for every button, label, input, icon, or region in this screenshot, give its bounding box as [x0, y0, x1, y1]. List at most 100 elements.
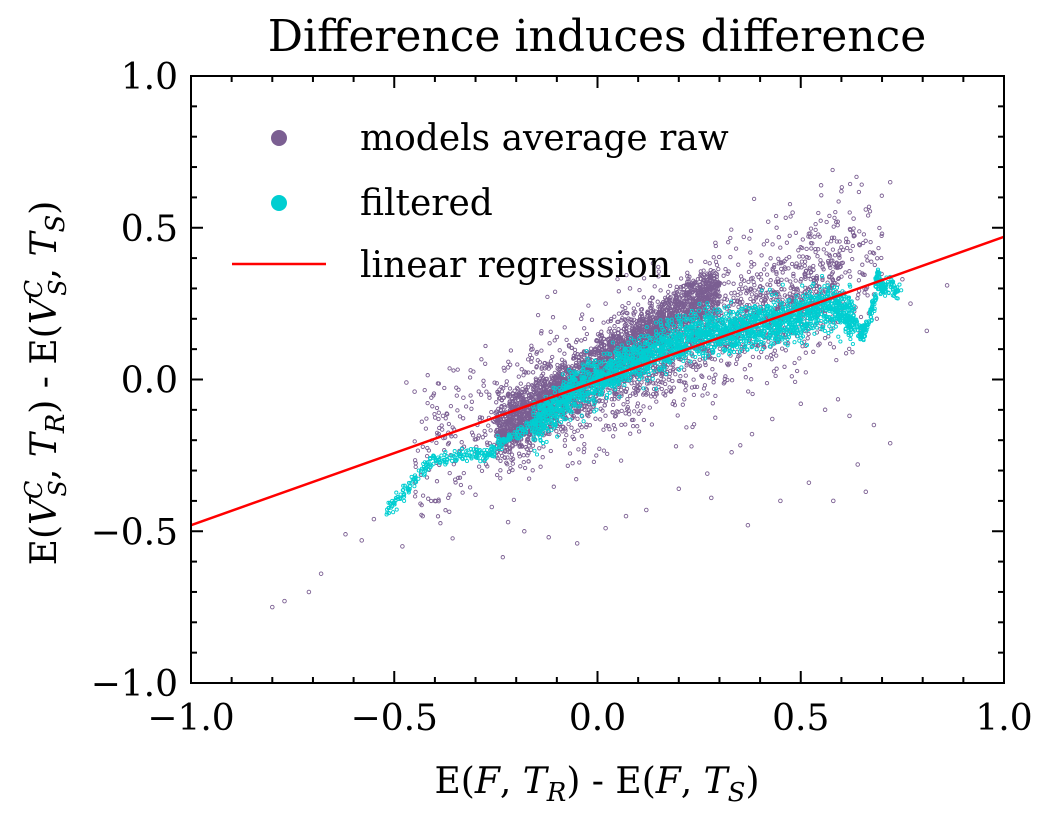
raw-point — [776, 235, 781, 240]
raw-point — [612, 328, 617, 334]
raw-point — [667, 296, 672, 301]
raw-point — [847, 181, 853, 187]
raw-point — [447, 492, 452, 497]
raw-point — [709, 286, 715, 291]
raw-point — [702, 360, 708, 365]
raw-point — [584, 424, 589, 430]
raw-point — [749, 264, 754, 269]
raw-point — [689, 385, 695, 390]
raw-point — [577, 460, 582, 465]
raw-point — [831, 224, 836, 229]
raw-point — [435, 514, 441, 519]
raw-point — [697, 287, 703, 292]
raw-point — [782, 364, 787, 369]
series-filtered — [384, 267, 904, 517]
raw-point — [702, 383, 708, 388]
raw-point — [423, 426, 429, 431]
raw-point — [792, 379, 798, 385]
raw-point — [537, 360, 543, 365]
raw-point — [653, 315, 658, 321]
raw-point — [575, 428, 580, 433]
raw-point — [666, 377, 671, 382]
raw-point — [586, 303, 591, 308]
raw-point — [579, 338, 584, 343]
raw-point — [481, 383, 486, 388]
raw-point — [722, 303, 727, 308]
raw-point — [834, 239, 840, 244]
raw-point — [855, 462, 860, 467]
raw-point — [832, 215, 837, 221]
raw-point — [498, 468, 503, 473]
raw-point — [597, 446, 602, 451]
raw-point — [476, 464, 482, 469]
raw-point — [806, 273, 811, 278]
raw-point — [713, 279, 718, 284]
raw-point — [650, 365, 656, 370]
raw-point — [729, 378, 735, 383]
raw-point — [805, 286, 811, 291]
raw-point — [412, 389, 417, 394]
raw-point — [680, 283, 686, 289]
raw-point — [866, 204, 872, 209]
raw-point — [779, 266, 784, 272]
raw-point — [632, 317, 637, 322]
raw-point — [635, 424, 640, 429]
raw-point — [476, 389, 481, 394]
raw-point — [489, 409, 494, 415]
raw-point — [847, 210, 852, 215]
raw-point — [453, 434, 458, 439]
raw-point — [876, 245, 881, 251]
raw-point — [759, 253, 764, 258]
raw-point — [774, 225, 779, 230]
raw-point — [523, 416, 528, 421]
raw-point — [603, 423, 609, 428]
raw-point — [499, 404, 504, 409]
raw-point — [499, 426, 505, 431]
raw-point — [736, 262, 741, 267]
raw-point — [776, 256, 781, 261]
raw-point — [425, 373, 430, 378]
raw-point — [756, 355, 762, 360]
raw-point — [551, 484, 556, 489]
raw-point — [879, 255, 884, 261]
raw-point — [557, 348, 562, 353]
raw-point — [714, 313, 719, 318]
raw-point — [552, 370, 557, 376]
raw-point — [526, 382, 531, 387]
raw-point — [559, 357, 565, 362]
raw-point — [726, 240, 731, 245]
raw-point — [799, 277, 804, 282]
raw-point — [627, 286, 633, 291]
raw-point — [684, 425, 689, 430]
raw-point — [722, 281, 727, 286]
raw-point — [676, 486, 682, 492]
raw-point — [825, 280, 830, 285]
raw-point — [708, 277, 713, 282]
raw-point — [505, 420, 511, 425]
raw-point — [770, 416, 775, 422]
raw-point — [833, 209, 838, 215]
raw-point — [492, 380, 497, 385]
raw-point — [603, 413, 608, 418]
raw-point — [517, 454, 522, 459]
raw-point — [483, 432, 488, 437]
raw-point — [412, 494, 418, 499]
raw-point — [695, 301, 700, 307]
raw-point — [561, 424, 566, 430]
raw-point — [824, 219, 829, 225]
raw-point — [759, 277, 764, 282]
raw-point — [664, 389, 669, 394]
raw-point — [623, 411, 628, 416]
raw-point — [496, 391, 501, 397]
raw-point — [674, 303, 679, 308]
raw-point — [710, 367, 715, 372]
raw-point — [599, 329, 604, 334]
raw-point — [447, 470, 452, 476]
raw-point — [748, 276, 754, 281]
raw-point — [450, 536, 455, 541]
raw-point — [505, 455, 510, 460]
raw-point — [746, 389, 751, 394]
raw-point — [625, 399, 630, 405]
raw-point — [641, 417, 647, 423]
raw-point — [584, 331, 590, 337]
